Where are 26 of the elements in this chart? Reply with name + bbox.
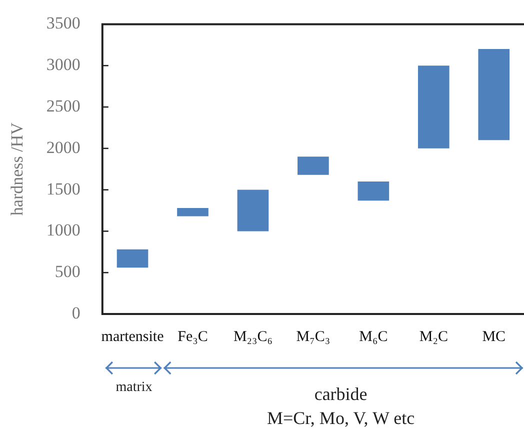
x-tick-label: M₇C₃ xyxy=(296,328,330,345)
text: M=Cr, Mo, V, W etc xyxy=(267,408,415,429)
x-tick-label: M₂C xyxy=(419,328,448,345)
y-tick-label: 1000 xyxy=(46,220,80,240)
y-tick-label: 2500 xyxy=(46,96,80,116)
bar xyxy=(237,190,269,232)
x-tick-label: M₂₃C₆ xyxy=(233,328,272,345)
text: carbide xyxy=(314,384,368,405)
x-tick-label: MC xyxy=(482,328,506,345)
bar xyxy=(177,208,208,216)
y-tick-label: 1500 xyxy=(46,179,80,198)
y-tick-label: 3000 xyxy=(46,55,80,74)
text: matrix xyxy=(116,380,152,396)
bar xyxy=(478,49,510,140)
y-tick-label: 0 xyxy=(72,303,80,322)
y-tick-label: 500 xyxy=(54,262,80,282)
bar xyxy=(418,66,450,148)
bar xyxy=(358,182,390,201)
x-tick-label: M₆C xyxy=(359,328,388,345)
bar xyxy=(298,156,329,175)
x-tick-label: Fe₃C xyxy=(178,328,208,345)
y-tick-label: 3500 xyxy=(46,14,80,33)
y-axis-title: hardness /HV xyxy=(8,122,27,216)
bar xyxy=(116,249,148,268)
x-tick-label: martensite xyxy=(101,328,164,345)
y-tick-label: 2000 xyxy=(46,138,80,157)
